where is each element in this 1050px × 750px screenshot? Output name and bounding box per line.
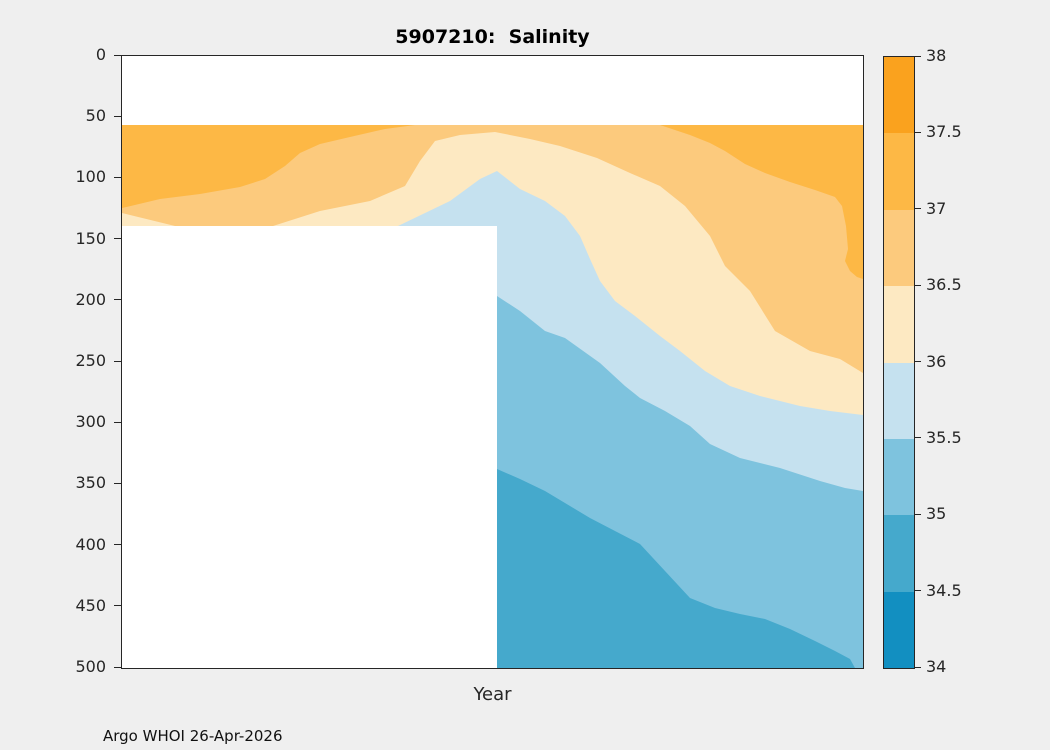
colorbar-tick-label: 38 bbox=[926, 46, 947, 65]
y-tick-mark bbox=[114, 176, 122, 178]
colorbar-tick-label: 37.5 bbox=[926, 122, 962, 142]
annotation-text: Argo WHOI 26-Apr-2026 bbox=[103, 727, 283, 745]
y-tick-mark bbox=[114, 421, 122, 423]
y-tick-mark bbox=[114, 544, 122, 546]
y-tick-mark bbox=[114, 299, 122, 301]
colorbar-tick-label: 34 bbox=[926, 657, 947, 676]
colorbar-segment bbox=[884, 438, 914, 516]
band-36-36.5-left-wedge bbox=[122, 213, 175, 226]
colorbar-segment bbox=[884, 362, 914, 439]
colorbar-segment bbox=[884, 209, 914, 287]
y-tick-label: 350 bbox=[75, 473, 106, 493]
band-34.5-35 bbox=[497, 469, 855, 668]
y-tick-label: 150 bbox=[75, 228, 106, 248]
colorbar-tick-mark bbox=[915, 361, 921, 362]
y-tick-label: 400 bbox=[75, 534, 106, 554]
y-tick-label: 500 bbox=[75, 657, 106, 676]
colorbar-tick-mark bbox=[915, 590, 921, 592]
colorbar-segment bbox=[884, 515, 914, 592]
colorbar bbox=[883, 56, 915, 669]
colorbar-segment bbox=[884, 591, 914, 668]
axes-box bbox=[121, 55, 864, 669]
colorbar-tick-label: 37 bbox=[926, 198, 947, 218]
plot-title: 5907210: Salinity bbox=[395, 26, 590, 48]
colorbar-tick-mark bbox=[915, 55, 921, 57]
y-tick-label: 300 bbox=[75, 412, 106, 432]
colorbar-tick-mark bbox=[915, 131, 921, 133]
y-tick-mark bbox=[114, 482, 122, 484]
colorbar-tick-label: 36.5 bbox=[926, 275, 962, 295]
y-tick-label: 250 bbox=[75, 351, 106, 370]
y-tick-mark bbox=[114, 238, 122, 240]
y-tick-mark bbox=[114, 605, 122, 607]
colorbar-tick-label: 36 bbox=[926, 351, 947, 371]
colorbar-segment bbox=[884, 57, 914, 134]
y-tick-mark bbox=[114, 54, 122, 56]
colorbar-tick-label: 35 bbox=[926, 504, 947, 524]
colorbar-segment bbox=[884, 133, 914, 210]
y-tick-mark bbox=[114, 666, 122, 668]
band-37-37.5-right bbox=[660, 125, 863, 279]
colorbar-tick-mark bbox=[915, 208, 921, 210]
y-tick-label: 100 bbox=[75, 167, 106, 187]
colorbar-tick-label: 35.5 bbox=[926, 427, 962, 447]
y-tick-label: 50 bbox=[85, 106, 106, 126]
colorbar-tick-mark bbox=[915, 284, 921, 286]
colorbar-tick-mark bbox=[915, 437, 921, 439]
band-37-37.5-left bbox=[122, 125, 415, 208]
y-tick-mark bbox=[114, 360, 122, 362]
y-tick-label: 0 bbox=[95, 45, 106, 64]
colorbar-tick-label: 34.5 bbox=[926, 580, 962, 600]
colorbar-tick-mark bbox=[915, 666, 921, 668]
y-tick-mark bbox=[114, 115, 122, 117]
x-axis-label: Year bbox=[473, 684, 512, 705]
y-tick-label: 200 bbox=[75, 289, 106, 309]
colorbar-tick-mark bbox=[915, 513, 921, 515]
colorbar-segment bbox=[884, 286, 914, 363]
contour-plot bbox=[122, 56, 863, 668]
y-tick-label: 450 bbox=[75, 595, 106, 615]
